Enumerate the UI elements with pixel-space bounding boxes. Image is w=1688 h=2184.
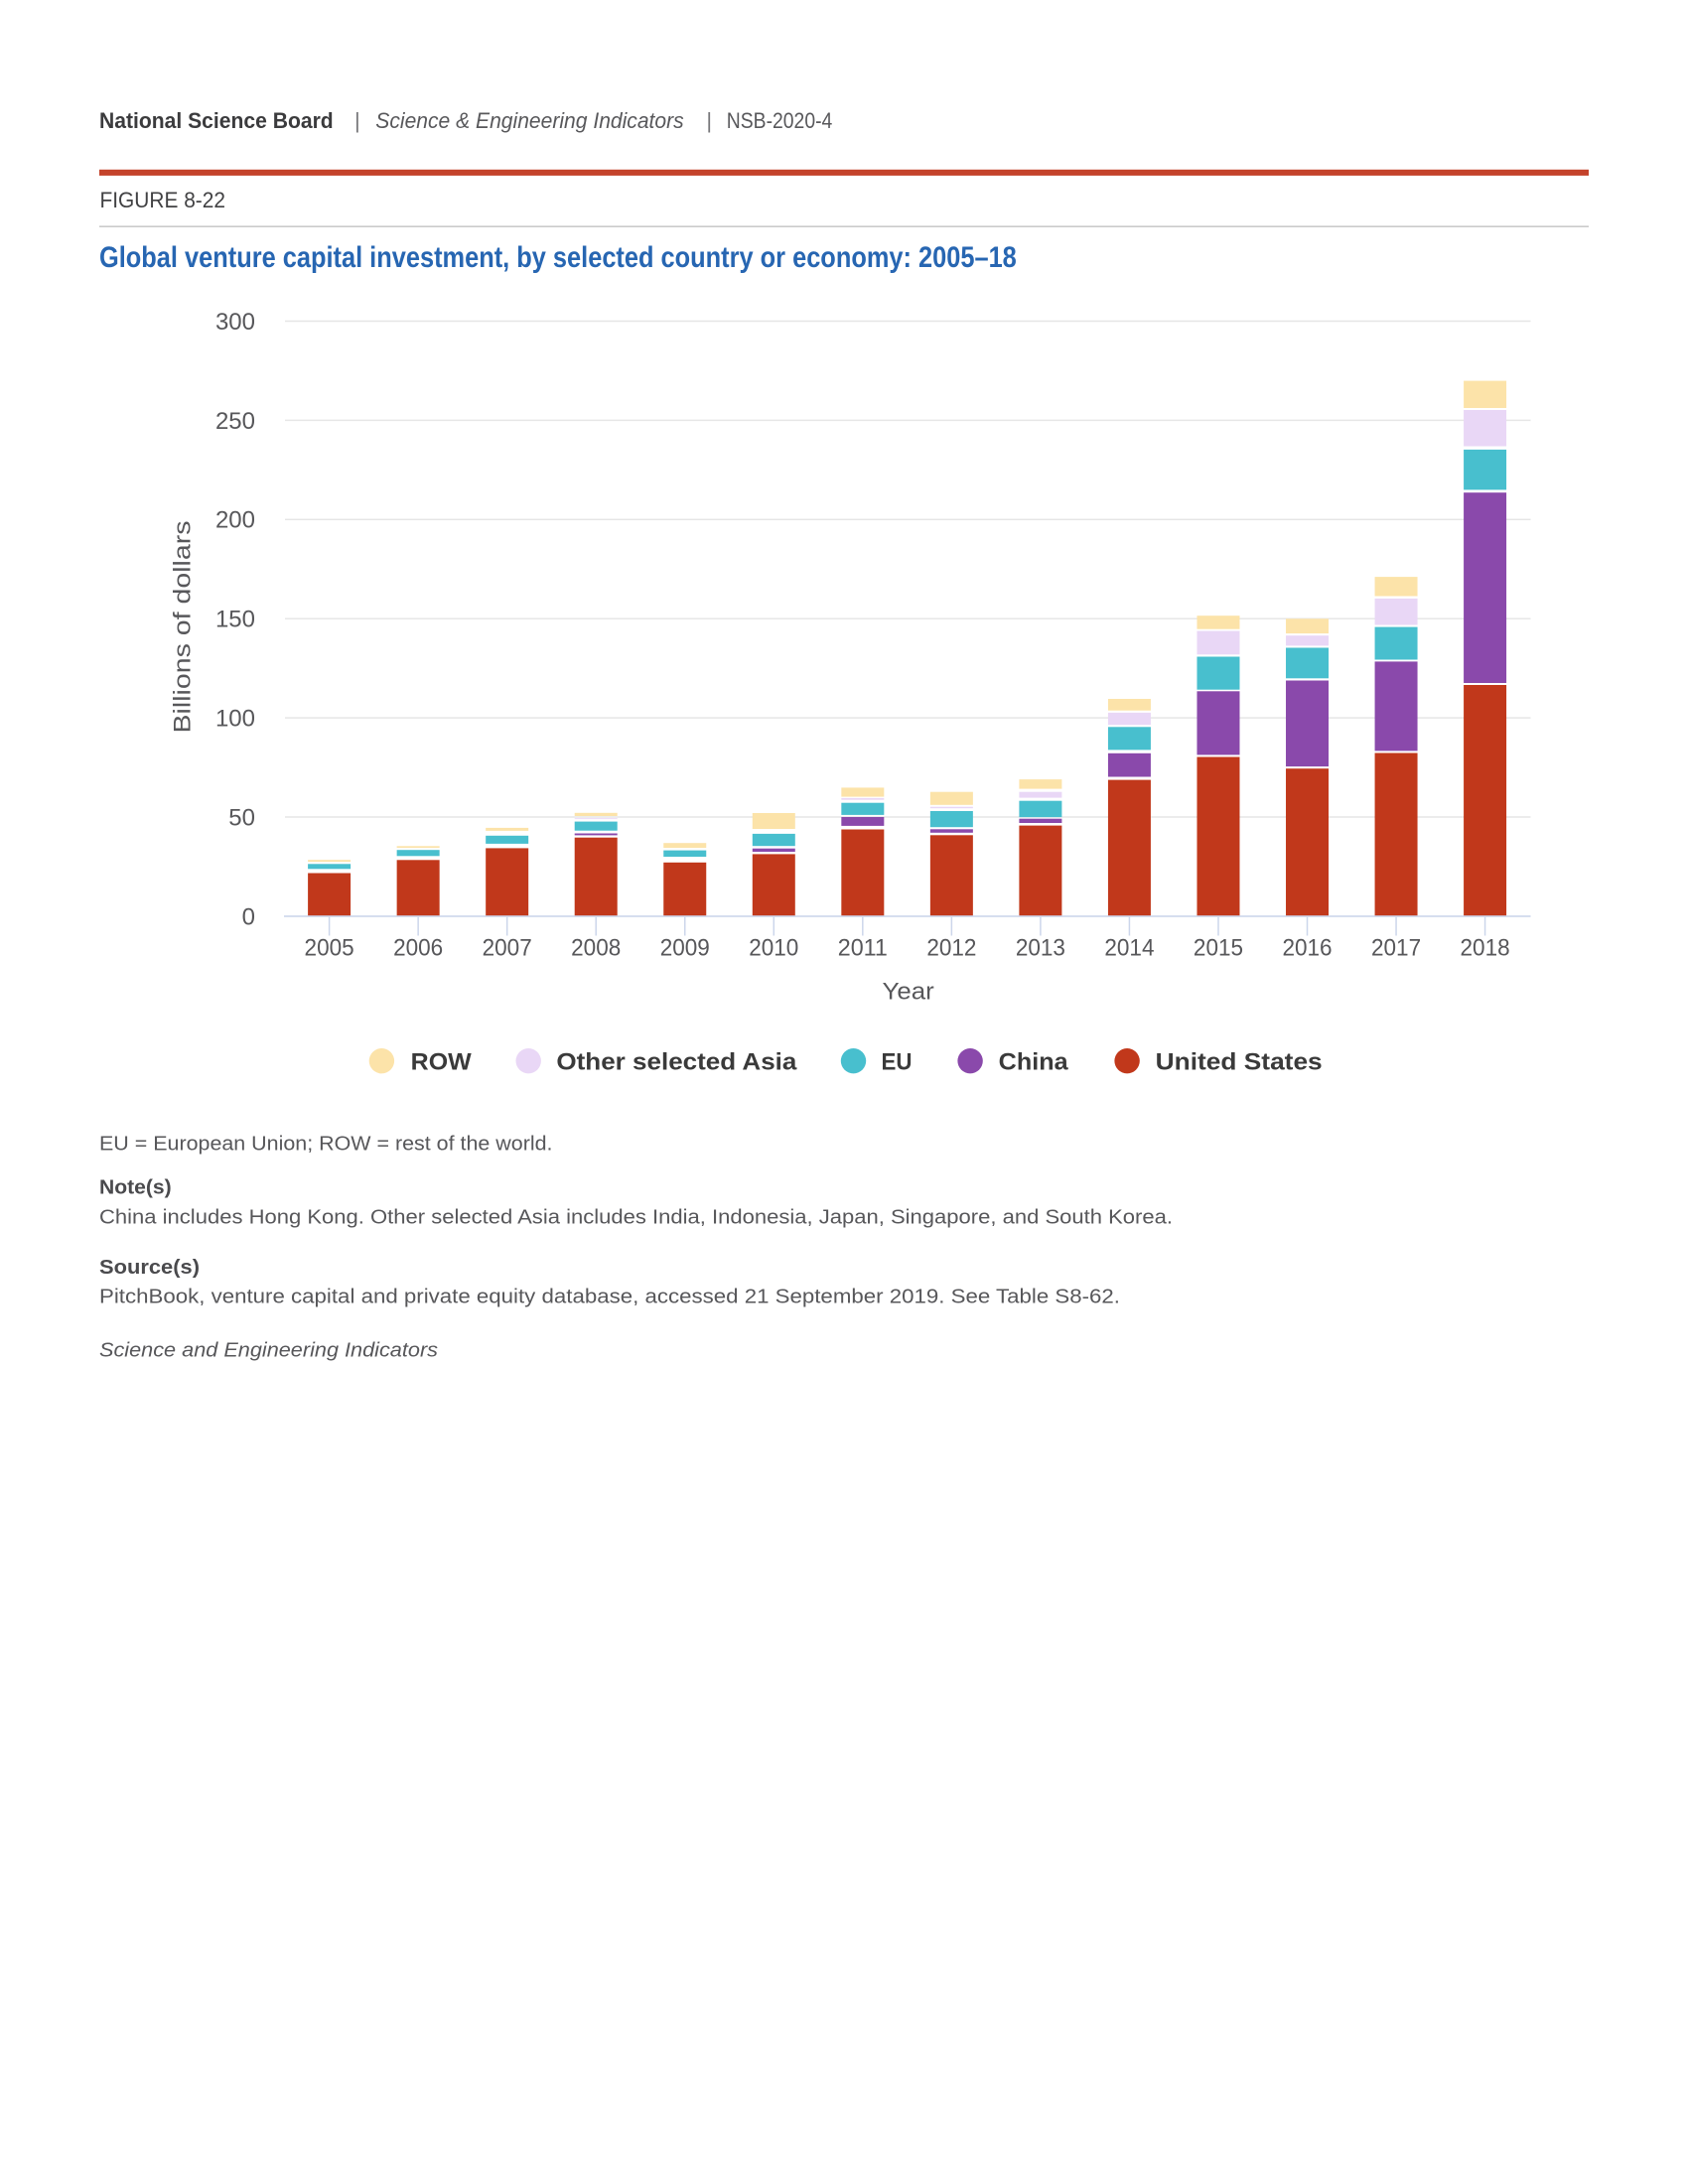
- svg-text:National Science Board: National Science Board: [99, 108, 334, 133]
- svg-text:2006: 2006: [393, 935, 443, 962]
- svg-text:0: 0: [242, 903, 255, 930]
- svg-text:250: 250: [215, 408, 255, 435]
- svg-text:EU = European Union; ROW = res: EU = European Union; ROW = rest of the w…: [99, 1132, 553, 1155]
- svg-text:300: 300: [215, 309, 255, 336]
- svg-text:2014: 2014: [1104, 935, 1154, 962]
- svg-text:2018: 2018: [1461, 935, 1510, 962]
- svg-text:2010: 2010: [749, 935, 798, 962]
- svg-text:100: 100: [215, 706, 255, 733]
- svg-text:50: 50: [228, 804, 255, 831]
- svg-text:150: 150: [215, 607, 255, 633]
- svg-text:Science and Engineering Indica: Science and Engineering Indicators: [99, 1339, 438, 1362]
- svg-text:2017: 2017: [1371, 935, 1421, 962]
- svg-text:200: 200: [215, 507, 255, 534]
- svg-text:Science & Engineering Indicato: Science & Engineering Indicators: [375, 108, 683, 133]
- svg-text:FIGURE 8-22: FIGURE 8-22: [100, 188, 226, 212]
- svg-text:EU: EU: [882, 1048, 913, 1075]
- svg-text:2005: 2005: [305, 935, 354, 962]
- svg-text:2007: 2007: [483, 935, 532, 962]
- svg-text:United States: United States: [1156, 1048, 1323, 1075]
- svg-text:Note(s): Note(s): [99, 1176, 172, 1199]
- svg-text:|: |: [706, 108, 712, 133]
- svg-text:Global venture capital investm: Global venture capital investment, by se…: [99, 241, 1017, 274]
- svg-text:PitchBook, venture capital and: PitchBook, venture capital and private e…: [99, 1285, 1120, 1307]
- svg-text:2008: 2008: [571, 935, 621, 962]
- svg-text:NSB-2020-4: NSB-2020-4: [727, 108, 833, 133]
- svg-text:China: China: [999, 1048, 1068, 1075]
- svg-text:2012: 2012: [926, 935, 976, 962]
- svg-text:Source(s): Source(s): [99, 1256, 200, 1279]
- svg-text:China includes Hong Kong. Othe: China includes Hong Kong. Other selected…: [99, 1206, 1173, 1229]
- svg-text:2009: 2009: [660, 935, 710, 962]
- svg-text:|: |: [354, 108, 360, 133]
- svg-text:2013: 2013: [1016, 935, 1065, 962]
- svg-text:2011: 2011: [838, 935, 888, 962]
- svg-text:Other selected Asia: Other selected Asia: [556, 1048, 796, 1075]
- svg-text:ROW: ROW: [411, 1048, 473, 1075]
- svg-text:2015: 2015: [1194, 935, 1243, 962]
- svg-text:2016: 2016: [1282, 935, 1332, 962]
- svg-text:Billions of dollars: Billions of dollars: [170, 521, 197, 734]
- svg-text:Year: Year: [883, 979, 934, 1006]
